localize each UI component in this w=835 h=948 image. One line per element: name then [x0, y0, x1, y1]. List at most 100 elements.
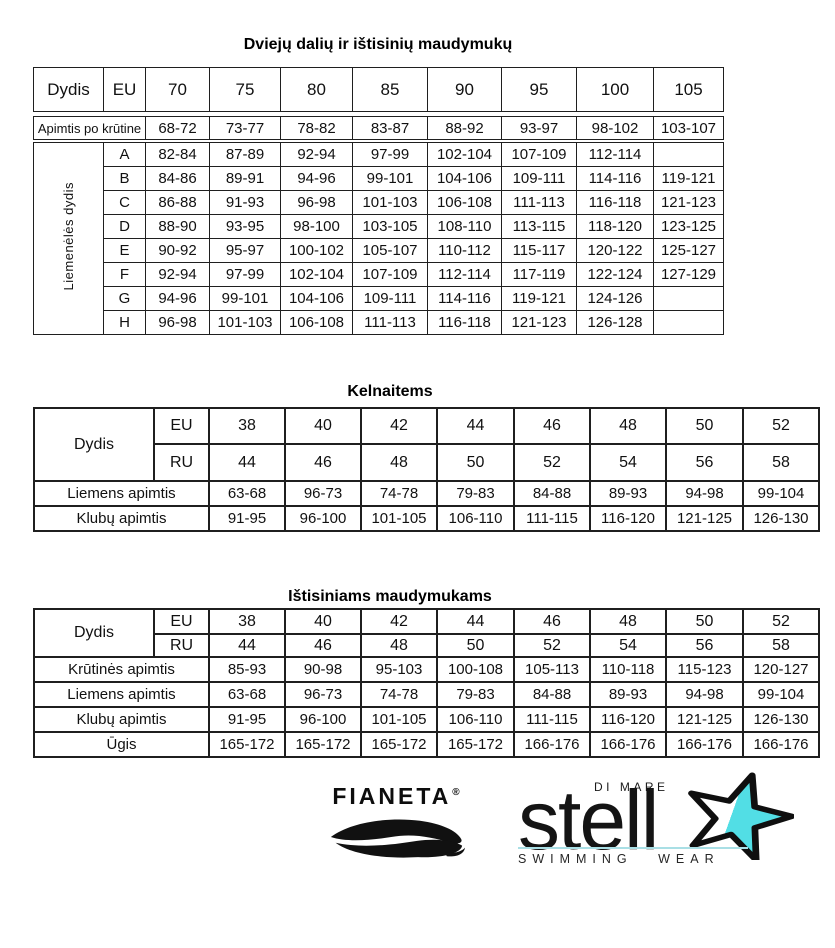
eu-size-cell: 44 [436, 608, 515, 635]
measure-value-cell: 84-88 [513, 681, 591, 708]
cup-value-cell: 125-127 [653, 238, 724, 263]
ru-size-cell: 58 [742, 633, 820, 658]
measure-value-cell: 115-123 [665, 656, 744, 683]
measure-row: Liemens apimtis 63-68 96-73 74-78 79-83 84-88… [33, 681, 820, 708]
cup-value-cell: 87-89 [209, 142, 281, 167]
measure-value-cell: 166-176 [513, 731, 591, 758]
measure-value-cell: 121-125 [665, 505, 744, 532]
swimming-wear-label: SWIMMING WEAR [518, 852, 720, 866]
cup-value-cell: 111-113 [501, 190, 577, 215]
fianeta-text: FIANETA [332, 783, 452, 809]
cup-value-cell: 116-118 [427, 310, 502, 335]
cup-value-cell: 119-121 [501, 286, 577, 311]
measure-value-cell: 91-95 [208, 505, 286, 532]
measure-row: Krūtinės apimtis 85-93 90-98 95-103 100-108 1… [33, 656, 820, 683]
size-row-ru: RU 44 46 48 50 52 54 56 58 [34, 443, 820, 482]
cup-value-cell: 118-120 [576, 214, 654, 239]
underbust-value-cell: 78-82 [280, 116, 353, 140]
size-header-cell: 105 [653, 67, 724, 112]
cup-value-cell: 90-92 [145, 238, 210, 263]
cup-value-cell: 119-121 [653, 166, 724, 191]
cup-value-cell: 103-105 [352, 214, 428, 239]
cup-value-cell: 121-123 [501, 310, 577, 335]
ru-size-cell: 52 [513, 633, 591, 658]
cup-value-cell: 106-108 [427, 190, 502, 215]
cup-letter-cell: G [103, 286, 146, 311]
cup-value-cell: 102-104 [280, 262, 353, 287]
table2-title: Kelnaitems [347, 383, 433, 400]
ru-size-cell: 46 [284, 443, 362, 482]
measure-value-cell: 166-176 [742, 731, 820, 758]
cup-value-cell: 121-123 [653, 190, 724, 215]
measure-value-cell: 63-68 [208, 681, 286, 708]
measure-value-cell: 96-73 [284, 681, 362, 708]
measure-value-cell: 79-83 [436, 681, 515, 708]
cup-value-cell: 97-99 [209, 262, 281, 287]
measure-value-cell: 95-103 [360, 656, 438, 683]
cup-row: G 94-96 99-101 104-106 109-111 114-116 119-121… [34, 286, 724, 311]
measure-label-cell: Krūtinės apimtis [33, 656, 210, 683]
cup-value-cell [653, 142, 724, 167]
cup-value-cell: 93-95 [209, 214, 281, 239]
size-header-cell: 70 [145, 67, 210, 112]
eu-size-cell: 50 [665, 608, 744, 635]
ru-size-cell: 54 [589, 633, 667, 658]
measure-value-cell: 111-115 [513, 706, 591, 733]
measure-value-cell: 85-93 [208, 656, 286, 683]
fianeta-wordmark: FIANETA® [316, 783, 476, 810]
cup-letter-cell: E [103, 238, 146, 263]
table1-header: Dydis EU 70 75 80 85 90 95 100 105 [33, 67, 724, 112]
measure-value-cell: 94-98 [665, 480, 744, 507]
underbust-value-cell: 83-87 [352, 116, 428, 140]
cup-letter-cell: A [103, 142, 146, 167]
table1-cup-grid: Liemenėlės dydis A 82-84 87-89 92-94 97-99 102… [33, 142, 724, 335]
ru-size-cell: 56 [665, 443, 744, 482]
table1-underbust: Apimtis po krūtine 68-72 73-77 78-82 83-87 8… [33, 116, 724, 140]
size-header-cell: 75 [209, 67, 281, 112]
cup-row: Liemenėlės dydis A 82-84 87-89 92-94 97-99 102… [33, 142, 724, 335]
cup-row: F 92-94 97-99 102-104 107-109 112-114 117-119 1… [34, 262, 724, 287]
measure-value-cell: 91-95 [208, 706, 286, 733]
underbust-value-cell: 98-102 [576, 116, 654, 140]
cup-row: D 88-90 93-95 98-100 103-105 108-110 113-115 11… [34, 214, 724, 239]
table1-title: Dviejų dalių ir ištisinių maudymukų [243, 36, 513, 53]
cup-value-cell: 86-88 [145, 190, 210, 215]
cup-value-cell: 108-110 [427, 214, 502, 239]
cup-value-cell: 107-109 [501, 142, 577, 167]
measure-value-cell: 105-113 [513, 656, 591, 683]
cup-value-cell: 122-124 [576, 262, 654, 287]
fianeta-wave-icon [330, 819, 465, 858]
star-icon [688, 772, 794, 860]
cup-letter-cell: C [103, 190, 146, 215]
eu-size-cell: 52 [742, 407, 820, 445]
measure-value-cell: 90-98 [284, 656, 362, 683]
cup-value-cell [653, 286, 724, 311]
eu-size-cell: 40 [284, 407, 362, 445]
ru-size-cell: 50 [436, 633, 515, 658]
measure-value-cell: 116-120 [589, 505, 667, 532]
eu-size-cell: 38 [208, 407, 286, 445]
measure-label-cell: Klubų apimtis [33, 505, 210, 532]
cup-value-cell: 96-98 [145, 310, 210, 335]
cup-value-cell: 127-129 [653, 262, 724, 287]
cup-value-cell: 124-126 [576, 286, 654, 311]
measure-value-cell: 101-105 [360, 706, 438, 733]
measure-value-cell: 111-115 [513, 505, 591, 532]
measure-value-cell: 165-172 [208, 731, 286, 758]
measure-value-cell: 96-100 [284, 706, 362, 733]
measure-value-cell: 165-172 [284, 731, 362, 758]
dydis-cell: Dydis [33, 407, 155, 482]
cup-value-cell: 111-113 [352, 310, 428, 335]
cup-value-cell: 99-101 [352, 166, 428, 191]
measure-value-cell: 89-93 [589, 681, 667, 708]
measure-value-cell: 110-118 [589, 656, 667, 683]
ru-size-cell: 44 [208, 443, 286, 482]
cup-row: B 84-86 89-91 94-96 99-101 104-106 109-111 114-… [34, 166, 724, 191]
eu-label-cell: EU [153, 608, 210, 635]
cup-value-cell: 100-102 [280, 238, 353, 263]
cup-value-cell: 105-107 [352, 238, 428, 263]
cup-value-cell: 98-100 [280, 214, 353, 239]
table2-bottoms: Dydis EU 38 40 42 44 46 48 50 52 RU 44 46 48 50 52 54 56 5… [33, 407, 820, 532]
measure-value-cell: 101-105 [360, 505, 438, 532]
table3-title: Ištisiniams maudymukams [288, 588, 492, 605]
